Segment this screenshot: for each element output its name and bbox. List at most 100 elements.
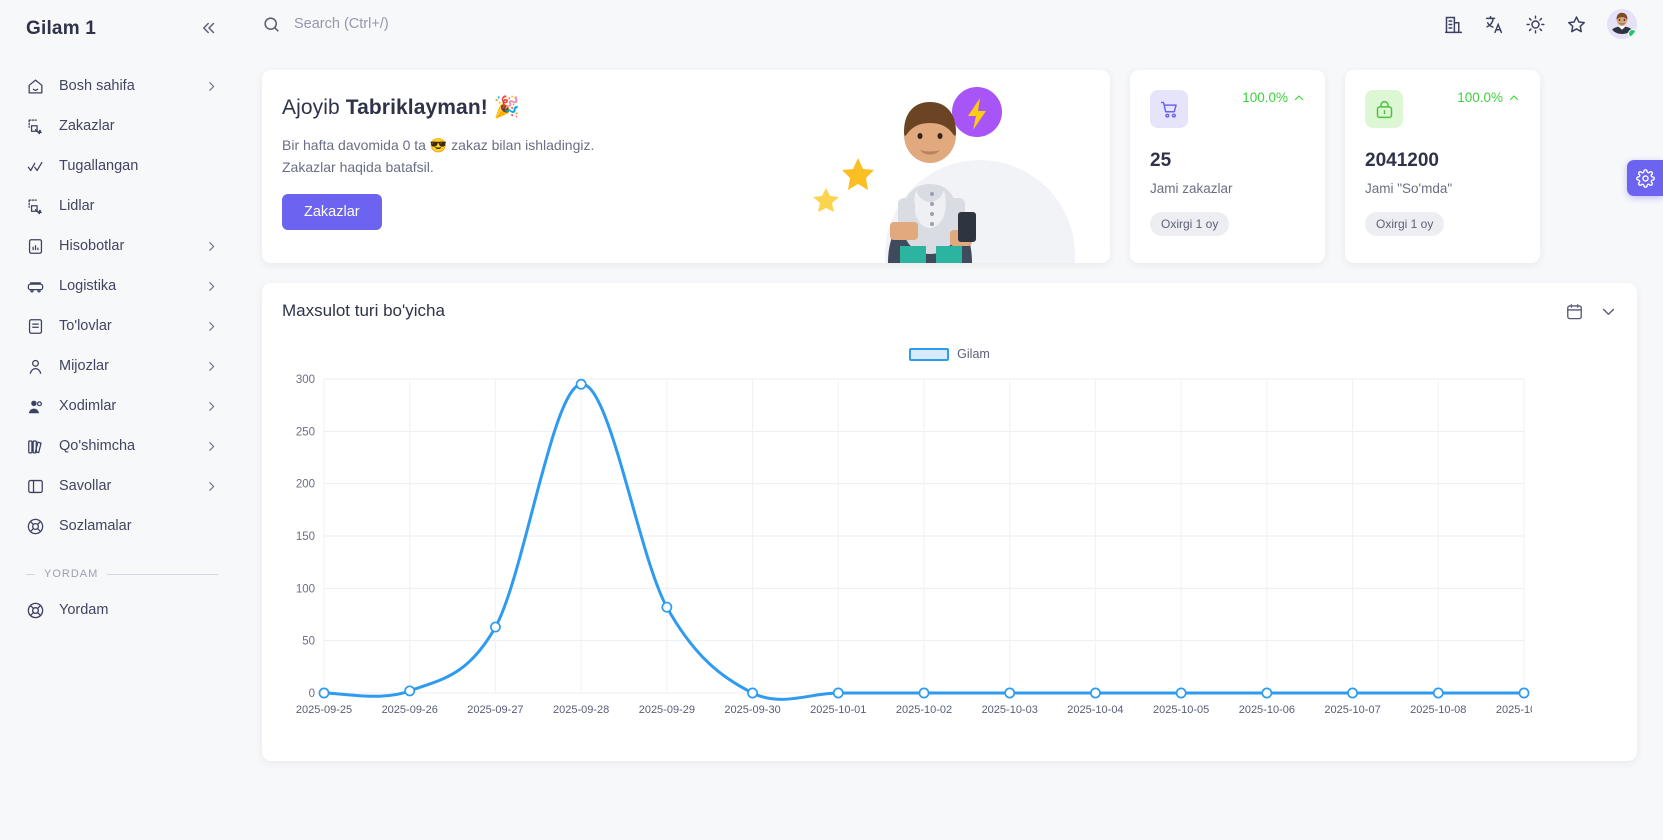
banner-subtitle: Bir hafta davomida 0 ta 😎 zakaz bilan is…: [282, 135, 1110, 178]
svg-text:2025-10-09: 2025-10-09: [1496, 704, 1532, 716]
chevron-right-icon[interactable]: [205, 440, 218, 453]
chart-card: Maxsulot turi bo'yicha Gilam 0 50 1: [262, 283, 1637, 761]
stat-value: 2041200: [1365, 150, 1439, 171]
svg-text:50: 50: [302, 636, 315, 648]
stat-period-chip: Oxirgi 1 oy: [1150, 212, 1230, 236]
zakazlar-button[interactable]: Zakazlar: [282, 194, 382, 231]
sidebar-item-savollar[interactable]: Savollar: [0, 466, 240, 506]
sidebar-item-logistika[interactable]: Logistika: [0, 266, 240, 306]
sidebar-item-label: Yordam: [59, 602, 109, 618]
stat-card-revenue: 100.0% 2041200 Jami "So'mda" Oxirgi 1 oy: [1345, 70, 1540, 263]
sidebar-item-xodimlar[interactable]: Xodimlar: [0, 386, 240, 426]
stat-value: 25: [1150, 150, 1172, 171]
translate-icon[interactable]: [1484, 14, 1505, 35]
svg-text:2025-09-27: 2025-09-27: [467, 704, 523, 716]
chevron-right-icon[interactable]: [205, 280, 218, 293]
svg-text:2025-10-04: 2025-10-04: [1067, 704, 1123, 716]
banner-title: Ajoyib Tabriklayman! 🎉: [282, 96, 1110, 120]
svg-text:2025-10-05: 2025-10-05: [1153, 704, 1209, 716]
avatar[interactable]: [1607, 9, 1637, 39]
banner-title-lead: Ajoyib: [282, 96, 346, 119]
sidebar-item-to-lovlar[interactable]: To'lovlar: [0, 306, 240, 346]
status-dot: [1628, 29, 1637, 38]
svg-text:100: 100: [296, 583, 315, 595]
panel-icon: [26, 477, 45, 496]
svg-text:2025-09-30: 2025-09-30: [724, 704, 780, 716]
sidebar-item-yordam[interactable]: Yordam: [0, 590, 240, 630]
banner-body: Ajoyib Tabriklayman! 🎉 Bir hafta davomid…: [262, 70, 1110, 231]
users-icon: [26, 397, 45, 416]
sidebar-item-label: Tugallangan: [59, 158, 139, 174]
sidebar-item-hisobotlar[interactable]: Hisobotlar: [0, 226, 240, 266]
settings-fab-button[interactable]: [1627, 160, 1663, 196]
congratulations-banner: Ajoyib Tabriklayman! 🎉 Bir hafta davomid…: [262, 70, 1110, 263]
sidebar-item-label: Xodimlar: [59, 398, 117, 414]
calendar-icon[interactable]: [1565, 302, 1584, 321]
star-icon[interactable]: [1566, 14, 1587, 35]
chart-legend: Gilam: [282, 347, 1617, 361]
svg-text:2025-10-07: 2025-10-07: [1324, 704, 1380, 716]
sidebar-item-tugallangan[interactable]: Tugallangan: [0, 146, 240, 186]
branch-icon[interactable]: [1443, 14, 1464, 35]
svg-text:2025-10-08: 2025-10-08: [1410, 704, 1466, 716]
svg-text:2025-10-01: 2025-10-01: [810, 704, 866, 716]
chart-header: Maxsulot turi bo'yicha: [282, 301, 1617, 321]
lock-icon: [1365, 90, 1403, 128]
main-content: Ajoyib Tabriklayman! 🎉 Bir hafta davomid…: [240, 48, 1663, 840]
sidebar-item-label: Hisobotlar: [59, 238, 125, 254]
top-row: Ajoyib Tabriklayman! 🎉 Bir hafta davomid…: [262, 70, 1637, 263]
sidebar-item-label: Savollar: [59, 478, 112, 494]
sidebar-section-label: YORDAM: [44, 568, 99, 580]
chevron-double-left-icon[interactable]: [200, 19, 218, 40]
stat-card-top: 100.0%: [1365, 90, 1520, 128]
stat-percent: 100.0%: [1242, 90, 1288, 105]
chevron-right-icon[interactable]: [205, 80, 218, 93]
sidebar-item-bosh-sahifa[interactable]: Bosh sahifa: [0, 66, 240, 106]
svg-text:2025-09-28: 2025-09-28: [553, 704, 609, 716]
party-popper-icon: 🎉: [493, 96, 521, 119]
search-area[interactable]: [262, 15, 1429, 34]
sidebar-item-label: Qo'shimcha: [59, 438, 136, 454]
stat-card-orders: 100.0% 25 Jami zakazlar Oxirgi 1 oy: [1130, 70, 1325, 263]
lifebuoy-icon: [26, 601, 45, 620]
stat-card-top: 100.0%: [1150, 90, 1305, 128]
stat-percent: 100.0%: [1457, 90, 1503, 105]
sidebar-item-mijozlar[interactable]: Mijozlar: [0, 346, 240, 386]
banner-subtitle-line1: Bir hafta davomida 0 ta 😎 zakaz bilan is…: [282, 137, 595, 153]
svg-text:2025-10-02: 2025-10-02: [896, 704, 952, 716]
chevron-right-icon[interactable]: [205, 320, 218, 333]
sidebar-item-label: To'lovlar: [59, 318, 112, 334]
sidebar-item-lidlar[interactable]: Lidlar: [0, 186, 240, 226]
chevron-right-icon[interactable]: [205, 480, 218, 493]
receipt-icon: [26, 317, 45, 336]
svg-text:200: 200: [296, 479, 315, 491]
lifebuoy-icon: [26, 517, 45, 536]
sidebar-item-label: Zakazlar: [59, 118, 115, 134]
sun-icon[interactable]: [1525, 14, 1546, 35]
brand-title: Gilam 1: [26, 18, 97, 39]
sidebar-item-label: Lidlar: [59, 198, 95, 214]
svg-text:150: 150: [296, 531, 315, 543]
chevron-right-icon[interactable]: [205, 240, 218, 253]
sidebar-item-qo-shimcha[interactable]: Qo'shimcha: [0, 426, 240, 466]
banner-subtitle-line2: Zakazlar haqida batafsil.: [282, 158, 434, 175]
chevron-down-icon[interactable]: [1600, 303, 1617, 320]
chevron-right-icon[interactable]: [205, 360, 218, 373]
topbar-actions: [1443, 9, 1637, 39]
line-chart-plot: 0 50 100 150 200 250 300 2025-09-25 2025-09-26 20…: [282, 371, 1617, 723]
sidebar-item-sozlamalar[interactable]: Sozlamalar: [0, 506, 240, 546]
orders-icon: [26, 197, 45, 216]
books-icon: [26, 437, 45, 456]
topbar: [240, 0, 1663, 48]
svg-text:2025-09-25: 2025-09-25: [296, 704, 352, 716]
chart-file-icon: [26, 237, 45, 256]
search-icon: [262, 15, 281, 34]
stat-trend: 100.0%: [1457, 90, 1520, 105]
sidebar-item-label: Logistika: [59, 278, 117, 294]
search-input[interactable]: [294, 16, 624, 32]
legend-swatch-gilam[interactable]: [909, 347, 950, 361]
sidebar-item-zakazlar[interactable]: Zakazlar: [0, 106, 240, 146]
chevron-right-icon[interactable]: [205, 400, 218, 413]
svg-text:2025-10-03: 2025-10-03: [982, 704, 1038, 716]
stat-trend: 100.0%: [1242, 90, 1305, 105]
